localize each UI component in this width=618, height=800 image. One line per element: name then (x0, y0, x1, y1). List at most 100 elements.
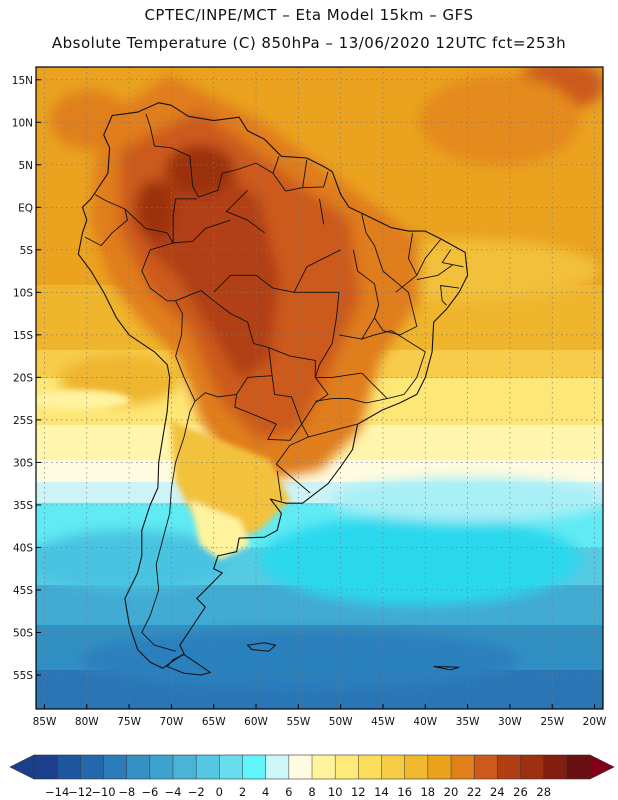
lon-tick-label: 45W (371, 716, 395, 728)
colorbar-swatch (358, 755, 382, 779)
border-line (94, 194, 126, 210)
lat-tick-label: 45S (13, 585, 33, 597)
colorbar-label: −10 (91, 785, 115, 799)
colorbar-swatch (381, 755, 406, 779)
colorbar-swatch (451, 755, 475, 779)
graticule (36, 67, 603, 709)
lat-tick-label: 15S (13, 330, 33, 342)
lat-tick-label: 55S (13, 670, 33, 682)
lon-tick-label: 75W (117, 716, 141, 728)
colorbar-swatch (34, 755, 58, 779)
lat-tick-label: 20S (13, 372, 33, 384)
colorbar-label: 4 (262, 785, 269, 799)
colorbar-swatch (404, 755, 429, 779)
border-line (268, 347, 329, 425)
lon-tick-label: 80W (75, 716, 99, 728)
border-line (395, 232, 418, 293)
chart-title-line-1: CPTEC/INPE/MCT – Eta Model 15km – GFS (144, 6, 474, 24)
colorbar-swatch (288, 755, 313, 779)
border-line (416, 264, 453, 281)
border-line (124, 208, 174, 244)
border-line (225, 189, 265, 234)
colorbar-label: 28 (536, 785, 551, 799)
lon-tick-label: 55W (286, 716, 310, 728)
border-line (213, 274, 256, 293)
border-line (145, 113, 257, 198)
colorbar-label: 18 (420, 785, 435, 799)
border-line (361, 214, 384, 272)
temperature-field (36, 67, 603, 709)
colorbar-swatch (543, 755, 568, 779)
colorbar-label: −6 (141, 785, 158, 799)
lon-tick-label: 60W (244, 716, 268, 728)
political-boundaries (77, 102, 469, 676)
colorbar-swatch (196, 755, 220, 779)
lon-tick-label: 40W (413, 716, 437, 728)
colorbar-label: −12 (68, 785, 92, 799)
colorbar-arrow-right (589, 754, 615, 780)
colorbar-label: 14 (374, 785, 389, 799)
colorbar-label: 8 (308, 785, 315, 799)
colorbar: −14−12−10 −8 −6 −4 −2 0 2 4 6 8 10 12 14 16 18 20 22 24 26… (9, 754, 615, 799)
border-line (276, 470, 282, 501)
colorbar-swatch (173, 755, 197, 779)
colorbar-swatch (520, 755, 545, 779)
colorbar-swatch (312, 755, 336, 779)
colorbar-swatch (474, 755, 498, 779)
colorbar-swatch (149, 755, 174, 779)
lat-tick-label: 10N (12, 117, 33, 129)
island (166, 654, 212, 676)
island (246, 642, 277, 652)
border-line (315, 398, 388, 404)
lon-tick-label: 85W (33, 716, 57, 728)
colorbar-swatch (219, 755, 243, 779)
lon-tick-label: 20W (583, 716, 607, 728)
colorbar-swatch (126, 755, 151, 779)
border-line (194, 392, 237, 402)
lat-tick-label: 25S (13, 415, 33, 427)
lon-tick-label: 30W (498, 716, 522, 728)
colorbar-label: 22 (467, 785, 482, 799)
border-line (302, 159, 308, 188)
lat-tick-label: 15N (12, 75, 33, 87)
colorbar-arrow-left (9, 754, 35, 780)
colorbar-label: 12 (351, 785, 366, 799)
colorbar-label: −2 (188, 785, 205, 799)
border-line (84, 208, 128, 247)
border-line (255, 249, 341, 293)
lat-tick-label: 50S (13, 627, 33, 639)
colorbar-swatch (427, 755, 452, 779)
colorbar-swatch (566, 755, 591, 779)
lon-tick-label: 25W (540, 716, 564, 728)
colorbar-label: 24 (490, 785, 505, 799)
border-line (234, 375, 303, 441)
latitude-labels: 15N 10N 5N EQ 5S 10S 15S 20S 25S 30S 35S 40S 45S 50S 5… (12, 75, 41, 682)
border-line (319, 198, 325, 225)
colorbar-label: 10 (328, 785, 343, 799)
border-line (294, 291, 362, 378)
colorbar-swatch (242, 755, 267, 779)
border-line (416, 239, 441, 276)
lat-tick-label: 5S (20, 245, 34, 257)
lat-tick-label: 35S (13, 500, 33, 512)
map-frame (35, 66, 604, 710)
lat-tick-label: 40S (13, 542, 33, 554)
colorbar-swatch (497, 755, 521, 779)
border-line (374, 270, 418, 336)
colorbar-label: −8 (118, 785, 135, 799)
border-line (171, 219, 231, 244)
chart-title-line-2: Absolute Temperature (C) 850hPa – 13/06/… (51, 34, 567, 52)
lon-tick-label: 35W (456, 716, 480, 728)
colorbar-swatch (265, 755, 290, 779)
lat-tick-label: EQ (18, 202, 33, 214)
colorbar-label: 0 (216, 785, 223, 799)
lon-tick-label: 65W (202, 716, 226, 728)
colorbar-swatch (80, 755, 104, 779)
coastline (77, 102, 469, 669)
lon-tick-label: 70W (160, 716, 184, 728)
colorbar-label: 6 (285, 785, 292, 799)
border-line (272, 156, 280, 174)
lat-tick-label: 5N (18, 160, 33, 172)
colorbar-swatch (103, 755, 128, 779)
border-line (255, 162, 329, 192)
